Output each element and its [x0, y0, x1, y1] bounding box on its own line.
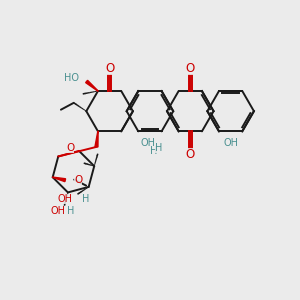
Text: OH: OH [141, 138, 156, 148]
Text: O: O [105, 61, 114, 74]
Polygon shape [85, 80, 98, 91]
Text: OH: OH [223, 138, 238, 148]
Text: OH: OH [57, 194, 72, 204]
Text: O: O [186, 61, 195, 74]
Polygon shape [53, 177, 66, 182]
Text: OH: OH [51, 206, 66, 216]
Text: H: H [82, 194, 89, 204]
Text: H: H [155, 143, 163, 153]
Text: O: O [66, 143, 74, 153]
Polygon shape [95, 131, 98, 147]
Text: H: H [67, 206, 75, 216]
Text: O: O [74, 175, 82, 184]
Text: O: O [186, 148, 195, 161]
Text: H: H [150, 146, 158, 156]
Text: HO: HO [64, 74, 80, 83]
